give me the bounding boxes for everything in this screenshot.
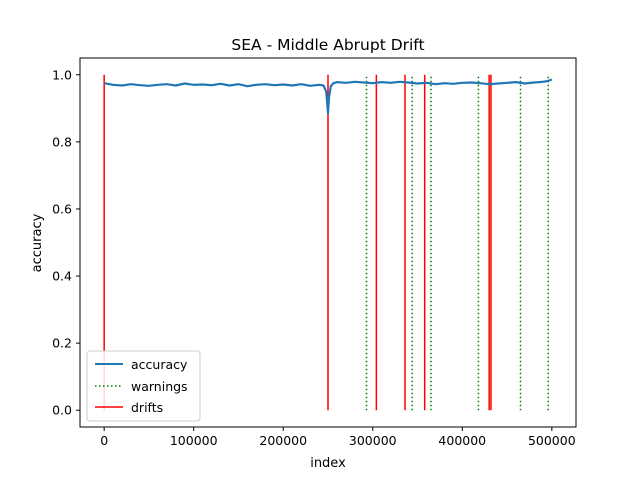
legend-box [86, 350, 201, 422]
x-tick-label: 400000 [438, 433, 486, 448]
plot-frame [79, 57, 577, 428]
legend-label-accuracy: accuracy [131, 357, 188, 372]
y-tick-label: 0.2 [52, 336, 72, 351]
chart-title: SEA - Middle Abrupt Drift [231, 36, 424, 54]
legend-label-drifts: drifts [131, 400, 163, 415]
y-tick-label: 0.0 [52, 403, 72, 418]
y-tick-label: 0.6 [52, 201, 72, 216]
legend: accuracy warnings drifts [86, 350, 201, 422]
accuracy-series-line [103, 78, 553, 115]
x-tick-label: 0 [100, 433, 108, 448]
x-tick-label: 300000 [349, 433, 397, 448]
y-tick-label: 1.0 [52, 67, 72, 82]
y-tick-label: 0.8 [52, 134, 72, 149]
axis-ticks: 0 100000 200000 300000 400000 500000 0.0 0.2 0.4… [52, 67, 576, 448]
x-tick-label: 100000 [170, 433, 218, 448]
legend-label-warnings: warnings [131, 379, 188, 394]
x-axis-label: index [310, 456, 346, 471]
y-axis-label: accuracy [30, 213, 45, 272]
x-tick-label: 200000 [259, 433, 307, 448]
y-tick-label: 0.4 [52, 269, 72, 284]
x-tick-label: 500000 [528, 433, 576, 448]
